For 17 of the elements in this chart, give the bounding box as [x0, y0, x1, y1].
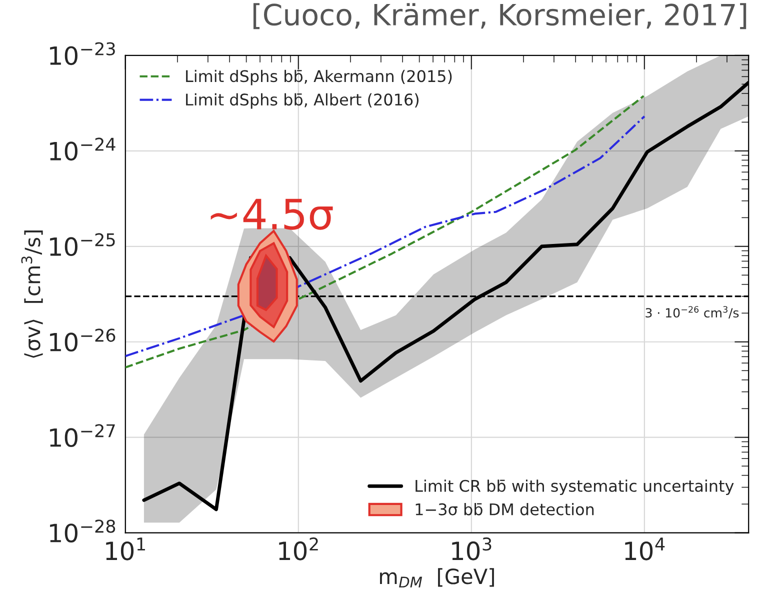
- y-tick-label: 10$^{−23}$: [50, 42, 115, 66]
- x-axis-title: m$_{DM}$ [GeV]: [380, 568, 494, 588]
- y-tick-label: 10$^{−27}$: [50, 424, 115, 448]
- legend-label: Limit dSphs bb̄, Akermann (2015): [186, 70, 452, 86]
- y-tick-label: 10$^{−26}$: [50, 328, 116, 352]
- y-tick-label: 10$^{−25}$: [50, 233, 115, 256]
- x-tick-label: 10$^{3}$: [452, 537, 492, 560]
- x-tick-label: 10$^{4}$: [625, 538, 665, 560]
- legend-label: 1−3σ bb̄ DM detection: [416, 503, 594, 516]
- y-axis-title: ⟨σv⟩ [cm$^{3}$/s]: [21, 230, 43, 358]
- annotation: ~4.5σ: [210, 198, 333, 230]
- ref-line-label: 3 · 10$^{−26}$ cm$^{3}$/s: [646, 306, 739, 319]
- chart-title: [Cuoco, Krämer, Korsmeier, 2017]: [253, 3, 746, 30]
- legend-label: Limit dSphs bb̄, Albert (2016): [186, 93, 419, 109]
- y-tick-label: 10$^{−24}$: [50, 138, 116, 161]
- legend-label: Limit CR bb̄ with systematic uncertainty: [416, 480, 734, 496]
- x-tick-label: 10$^{2}$: [279, 537, 318, 560]
